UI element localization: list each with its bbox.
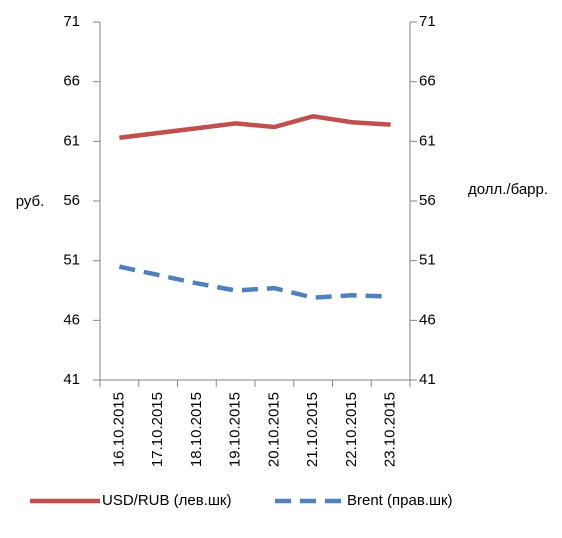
legend-label: USD/RUB (лев.шк): [102, 492, 232, 509]
x-tick-label: 18.10.2015: [188, 392, 205, 467]
y2-tick-label: 46: [419, 311, 436, 328]
y2-tick-label: 61: [419, 132, 436, 149]
y-tick-label: 51: [63, 252, 80, 269]
y-axis-label: руб.: [16, 193, 45, 210]
x-tick-label: 23.10.2015: [382, 392, 399, 467]
y-tick-label: 71: [63, 13, 80, 30]
series-line: [119, 113, 391, 140]
x-tick-label: 20.10.2015: [265, 392, 282, 467]
series-line: [118, 264, 391, 300]
y-tick-label: 56: [63, 192, 80, 209]
x-tick-label: 21.10.2015: [304, 392, 321, 467]
y2-axis-label: долл./барр.: [468, 181, 548, 198]
x-tick-label: 16.10.2015: [110, 392, 127, 467]
y2-tick-label: 66: [419, 73, 436, 90]
x-tick-label: 22.10.2015: [343, 392, 360, 467]
y-tick-label: 41: [63, 371, 80, 388]
y-tick-label: 46: [63, 311, 80, 328]
y2-tick-label: 51: [419, 252, 436, 269]
y2-tick-label: 56: [419, 192, 436, 209]
y-tick-label: 66: [63, 73, 80, 90]
y-tick-label: 61: [63, 132, 80, 149]
y2-tick-label: 71: [419, 13, 436, 30]
x-tick-label: 19.10.2015: [227, 392, 244, 467]
x-tick-label: 17.10.2015: [149, 392, 166, 467]
y2-tick-label: 41: [419, 371, 436, 388]
legend-label: Brent (прав.шк): [347, 492, 453, 509]
